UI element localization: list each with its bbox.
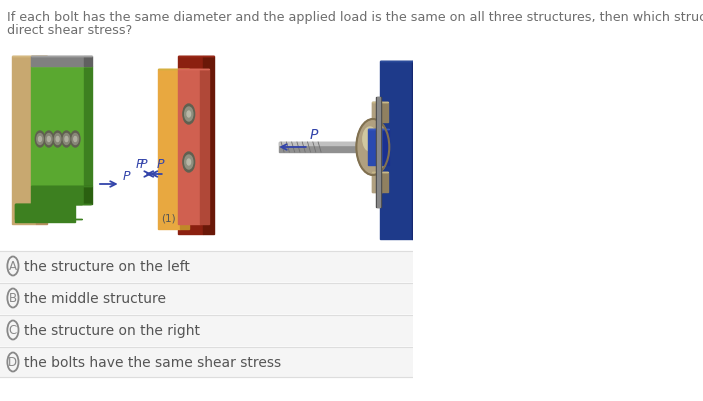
Bar	[372, 172, 382, 192]
Polygon shape	[382, 103, 388, 123]
Bar	[372, 103, 382, 123]
Polygon shape	[203, 57, 214, 235]
Text: P: P	[310, 128, 318, 142]
Bar	[279, 143, 365, 153]
Bar	[0, 315, 413, 345]
Text: D: D	[8, 356, 18, 369]
Bar	[30, 186, 84, 205]
Circle shape	[63, 134, 70, 145]
Circle shape	[185, 108, 193, 122]
Circle shape	[363, 128, 377, 152]
Circle shape	[35, 132, 45, 148]
Bar	[372, 172, 382, 192]
Text: P: P	[135, 158, 143, 170]
Bar	[15, 205, 75, 223]
Bar	[372, 103, 382, 123]
Text: P: P	[157, 158, 165, 170]
Bar	[0, 251, 413, 281]
Circle shape	[183, 105, 195, 125]
Circle shape	[183, 153, 195, 172]
Polygon shape	[383, 130, 389, 166]
Text: the bolts have the same shear stress: the bolts have the same shear stress	[23, 355, 280, 369]
Text: If each bolt has the same diameter and the applied load is the same on all three: If each bolt has the same diameter and t…	[7, 11, 703, 24]
Bar	[380, 62, 412, 239]
Text: P: P	[122, 170, 130, 182]
Bar	[12, 57, 37, 225]
Circle shape	[70, 132, 80, 148]
Text: P: P	[140, 158, 148, 170]
Polygon shape	[382, 172, 388, 192]
Circle shape	[47, 137, 51, 142]
Text: (1): (1)	[162, 213, 176, 223]
Polygon shape	[84, 57, 91, 67]
Text: A: A	[9, 260, 17, 273]
Bar	[279, 143, 365, 146]
Bar	[377, 98, 380, 207]
Circle shape	[187, 160, 191, 166]
Bar	[178, 70, 200, 225]
Polygon shape	[84, 186, 91, 205]
Circle shape	[356, 120, 389, 176]
Bar	[0, 347, 413, 377]
Circle shape	[46, 134, 52, 145]
Circle shape	[72, 134, 79, 145]
Circle shape	[54, 134, 61, 145]
Bar	[178, 57, 203, 235]
Circle shape	[37, 134, 43, 145]
Polygon shape	[180, 70, 189, 229]
Text: B: B	[9, 292, 17, 305]
Circle shape	[185, 156, 193, 170]
Polygon shape	[84, 67, 91, 186]
Circle shape	[56, 137, 59, 142]
Bar	[157, 70, 180, 229]
Polygon shape	[412, 62, 425, 239]
Bar	[376, 98, 381, 207]
Circle shape	[62, 132, 71, 148]
Text: the middle structure: the middle structure	[23, 291, 165, 305]
Polygon shape	[37, 57, 47, 225]
Circle shape	[74, 137, 77, 142]
Text: C: C	[9, 324, 17, 337]
Bar	[368, 130, 383, 166]
Circle shape	[65, 137, 68, 142]
Bar	[0, 283, 413, 313]
Text: direct shear stress?: direct shear stress?	[7, 24, 132, 37]
Bar	[30, 57, 84, 67]
Polygon shape	[15, 205, 82, 219]
Text: the structure on the right: the structure on the right	[23, 323, 200, 337]
Circle shape	[39, 137, 41, 142]
Polygon shape	[200, 70, 209, 225]
Text: the structure on the left: the structure on the left	[23, 259, 189, 273]
Bar	[30, 67, 84, 186]
Circle shape	[53, 132, 63, 148]
Circle shape	[44, 132, 53, 148]
Circle shape	[187, 112, 191, 118]
